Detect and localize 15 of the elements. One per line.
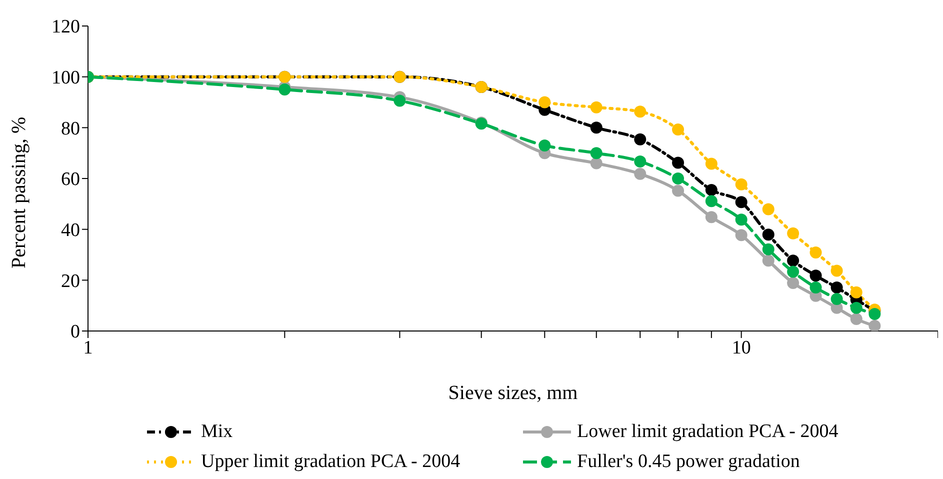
x-axis-title: Sieve sizes, mm: [448, 382, 578, 404]
legend-label: Mix: [201, 421, 233, 443]
legend-label: Lower limit gradation PCA - 2004: [577, 421, 838, 443]
legend-label: Upper limit gradation PCA - 2004: [201, 451, 460, 473]
x-tick-label: 10: [732, 337, 751, 358]
y-tick-label: 80: [61, 118, 80, 140]
legend-label: Fuller's 0.45 power gradation: [577, 451, 800, 473]
y-tick-label: 40: [61, 220, 80, 242]
y-tick-label: 0: [70, 322, 80, 343]
x-tick-label: 1: [83, 337, 93, 358]
y-tick-label: 100: [52, 68, 80, 89]
y-tick-label: 20: [61, 270, 80, 292]
y-tick-label: 120: [52, 16, 80, 38]
y-tick-label: 60: [61, 169, 80, 190]
y-axis-title: Percent passing, %: [8, 116, 30, 268]
